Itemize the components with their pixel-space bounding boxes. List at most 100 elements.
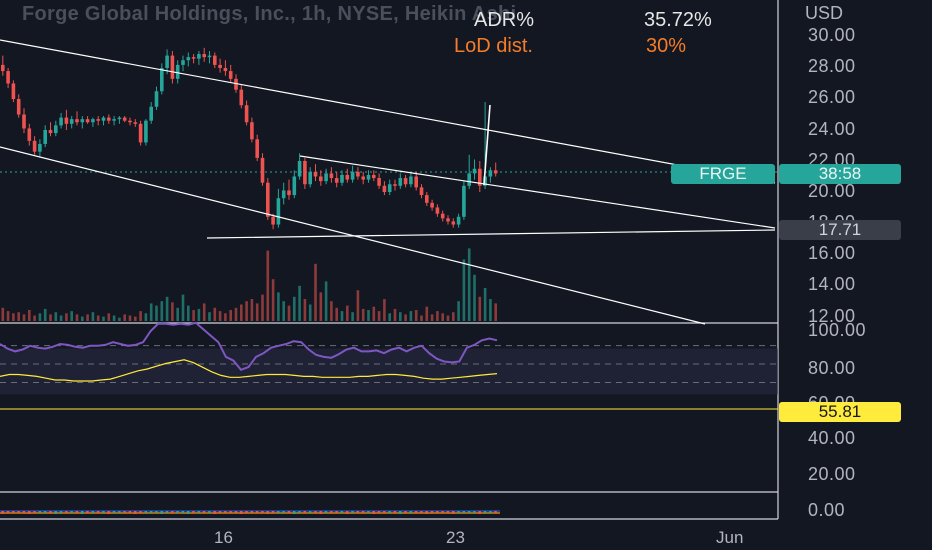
candle-body <box>228 71 233 79</box>
oscillator-bar <box>346 511 349 514</box>
volume-bar <box>176 307 179 321</box>
volume-bar <box>197 308 201 321</box>
candle-body <box>435 207 440 214</box>
oscillator-bar <box>298 511 301 513</box>
candle-body <box>149 106 153 121</box>
oscillator-bar <box>218 511 222 513</box>
oscillator-bar <box>489 511 492 513</box>
candle-body <box>32 140 37 152</box>
volume-bar <box>430 314 434 321</box>
lod-label: LoD dist. <box>454 35 533 57</box>
candle-body <box>467 173 471 186</box>
oscillator-bar <box>49 511 52 513</box>
price-tick-label: 24.00 <box>808 119 856 139</box>
oscillator-bar <box>420 511 423 513</box>
oscillator-bar <box>28 511 31 514</box>
oscillator-bar <box>139 511 142 513</box>
volume-bar <box>181 294 185 321</box>
candle-body <box>144 120 148 143</box>
oscillator-bar <box>54 511 57 514</box>
volume-bar <box>208 312 211 321</box>
candle-body <box>255 139 259 158</box>
volume-bar <box>149 303 153 321</box>
oscillator-bar <box>1 511 4 514</box>
candle-body <box>276 198 281 225</box>
volume-bar <box>478 296 482 321</box>
volume-bar <box>346 305 349 321</box>
currency-label[interactable]: USD <box>805 3 844 23</box>
volume-bar <box>107 313 111 321</box>
volume-bar <box>165 296 169 321</box>
volume-bar <box>65 313 68 321</box>
volume-bar <box>367 310 370 321</box>
candle-body <box>117 117 122 120</box>
candle-body <box>75 119 79 123</box>
volume-bar <box>335 307 338 321</box>
volume-bar <box>112 315 116 321</box>
oscillator-bar <box>38 511 41 513</box>
candle-body <box>64 117 69 124</box>
volume-bar <box>361 308 365 321</box>
oscillator-bar <box>12 511 15 513</box>
candle-body <box>218 64 222 68</box>
volume-bar <box>404 314 407 321</box>
price-tick-label: 30.00 <box>808 25 856 45</box>
volume-bar <box>425 306 429 321</box>
volume-bar <box>446 315 450 321</box>
volume-bar <box>351 312 354 321</box>
oscillator-bar <box>65 511 68 513</box>
volume-bar <box>59 315 63 321</box>
volume-bar <box>452 312 455 321</box>
volume-bar <box>457 301 460 321</box>
volume-bar <box>462 259 466 321</box>
candle-body <box>493 170 498 174</box>
volume-bar <box>17 312 20 321</box>
candle-body <box>43 130 47 144</box>
candle-body <box>456 216 461 225</box>
oscillator-bar <box>33 511 36 513</box>
oscillator-bar <box>314 511 317 513</box>
support-line <box>206 229 776 239</box>
volume-bar <box>54 312 58 321</box>
oscillator-bar <box>388 511 391 513</box>
candle-body <box>250 122 254 140</box>
candle-body <box>345 174 350 180</box>
volume-bar <box>12 313 15 321</box>
oscillator-bar <box>425 511 428 514</box>
oscillator-bar <box>446 511 450 513</box>
oscillator-bar <box>261 511 264 513</box>
oscillator-bar <box>356 511 359 513</box>
oscillator-bar <box>277 511 280 513</box>
oscillator-bar <box>202 511 206 513</box>
oscillator-bar <box>377 511 381 513</box>
candle-body <box>340 174 344 183</box>
candle-body <box>271 216 275 225</box>
volume-bar <box>192 310 195 321</box>
oscillator-bar <box>457 511 460 513</box>
candle-body <box>319 176 323 182</box>
volume-bar <box>250 299 254 321</box>
oscillator-bar <box>86 511 89 513</box>
candle-body <box>303 161 307 185</box>
time-tick-label: Jun <box>716 528 744 547</box>
volume-bar <box>314 263 317 321</box>
oscillator-bar <box>240 511 243 514</box>
rsi-tick-label: 80.00 <box>808 358 856 378</box>
oscillator-bar <box>208 511 211 513</box>
volume-bar <box>6 311 10 321</box>
candle-body <box>122 117 127 121</box>
candle-body <box>472 168 477 174</box>
volume-bar <box>218 311 222 321</box>
volume-bar <box>229 310 232 321</box>
volume-bar <box>266 250 270 321</box>
candle-body <box>377 178 381 186</box>
price-tick-label: 14.00 <box>808 274 856 294</box>
candle-body <box>446 218 450 222</box>
rsi-badge: 55.81 <box>779 402 901 422</box>
chart-title: Forge Global Holdings, Inc., 1h, NYSE, H… <box>22 3 517 25</box>
oscillator-bar <box>91 511 94 513</box>
candle-body <box>11 83 16 99</box>
candle-body <box>478 168 482 186</box>
